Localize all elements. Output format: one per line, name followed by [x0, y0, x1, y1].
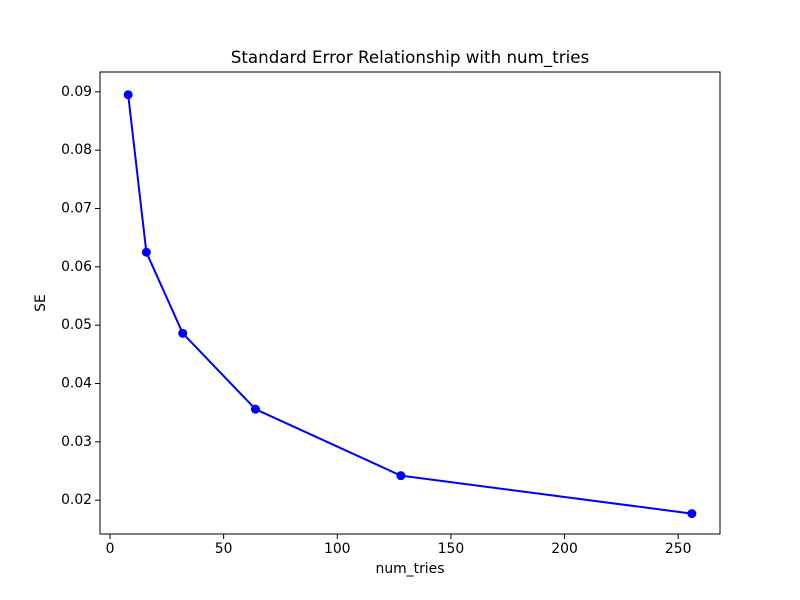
x-axis-label: num_tries — [376, 561, 445, 577]
data-point-marker — [123, 90, 133, 100]
chart-title: Standard Error Relationship with num_tri… — [231, 47, 589, 68]
data-point-marker — [178, 328, 188, 338]
y-tick-label: 0.04 — [61, 376, 92, 392]
x-tick-label: 100 — [324, 541, 351, 557]
data-point-marker — [687, 509, 697, 519]
y-tick-label: 0.07 — [61, 201, 92, 217]
y-tick-label: 0.09 — [61, 84, 92, 100]
y-tick-label: 0.08 — [61, 142, 92, 158]
y-tick-label: 0.02 — [61, 492, 92, 508]
x-tick-label: 50 — [215, 541, 233, 557]
x-tick-label: 150 — [438, 541, 465, 557]
y-tick-label: 0.03 — [61, 434, 92, 450]
x-tick-label: 250 — [665, 541, 692, 557]
y-tick-label: 0.06 — [61, 259, 92, 275]
series-line — [127, 94, 692, 515]
x-tick-label: 0 — [106, 541, 115, 557]
data-point-marker — [396, 471, 406, 481]
data-point-marker — [141, 247, 151, 257]
plot-border — [99, 71, 721, 535]
x-tick-label: 200 — [551, 541, 578, 557]
y-axis-label: SE — [33, 294, 49, 312]
y-tick-label: 0.05 — [61, 317, 92, 333]
data-point-marker — [250, 404, 260, 414]
